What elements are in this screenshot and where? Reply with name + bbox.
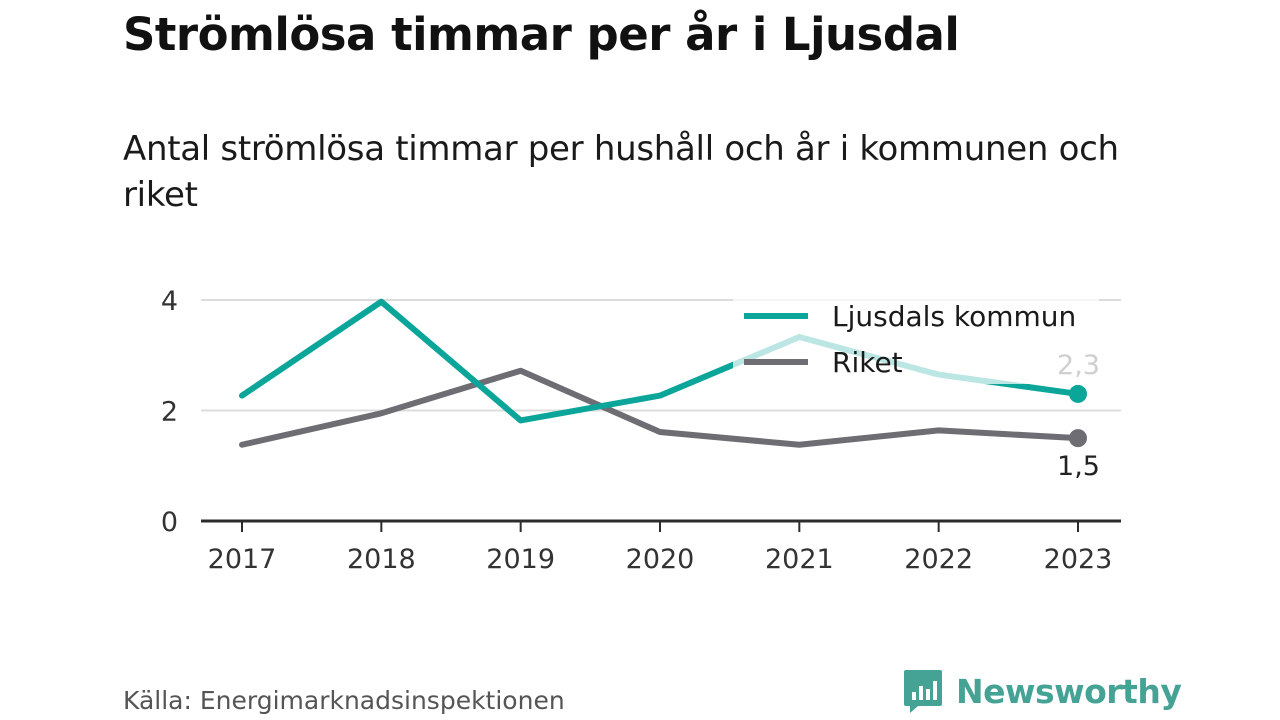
- end-point-marker: [1069, 429, 1087, 448]
- x-tick-label: 2021: [765, 544, 834, 575]
- y-tick-label: 4: [161, 286, 178, 317]
- x-tick-label: 2022: [904, 544, 973, 575]
- source-note: Källa: Energimarknadsinspektionen: [123, 686, 565, 715]
- y-tick-label: 0: [161, 507, 178, 538]
- end-value-label: 2,3: [1057, 350, 1100, 381]
- brand-name: Newsworthy: [956, 671, 1182, 711]
- x-tick-label: 2023: [1044, 544, 1113, 575]
- x-tick-label: 2019: [486, 544, 555, 575]
- end-point-marker: [1069, 384, 1087, 403]
- legend-label: Riket: [832, 346, 903, 379]
- y-tick-label: 2: [161, 397, 178, 428]
- newsworthy-logo-icon: [904, 670, 942, 713]
- brand-logo[interactable]: Newsworthy: [902, 668, 1182, 714]
- x-tick-label: 2018: [347, 544, 416, 575]
- chart-title: Strömlösa timmar per år i Ljusdal: [123, 8, 960, 61]
- chart-subtitle: Antal strömlösa timmar per hushåll och å…: [123, 129, 1119, 215]
- legend-background: [733, 292, 1099, 384]
- x-tick-label: 2020: [626, 544, 695, 575]
- x-tick-label: 2017: [208, 544, 277, 575]
- end-value-label: 1,5: [1057, 451, 1100, 482]
- legend-label: Ljusdals kommun: [832, 300, 1076, 333]
- line-chart: 0 2 4 2017 2018 2019 2020 2021 2022 2023 Ljusdals…: [161, 286, 1121, 575]
